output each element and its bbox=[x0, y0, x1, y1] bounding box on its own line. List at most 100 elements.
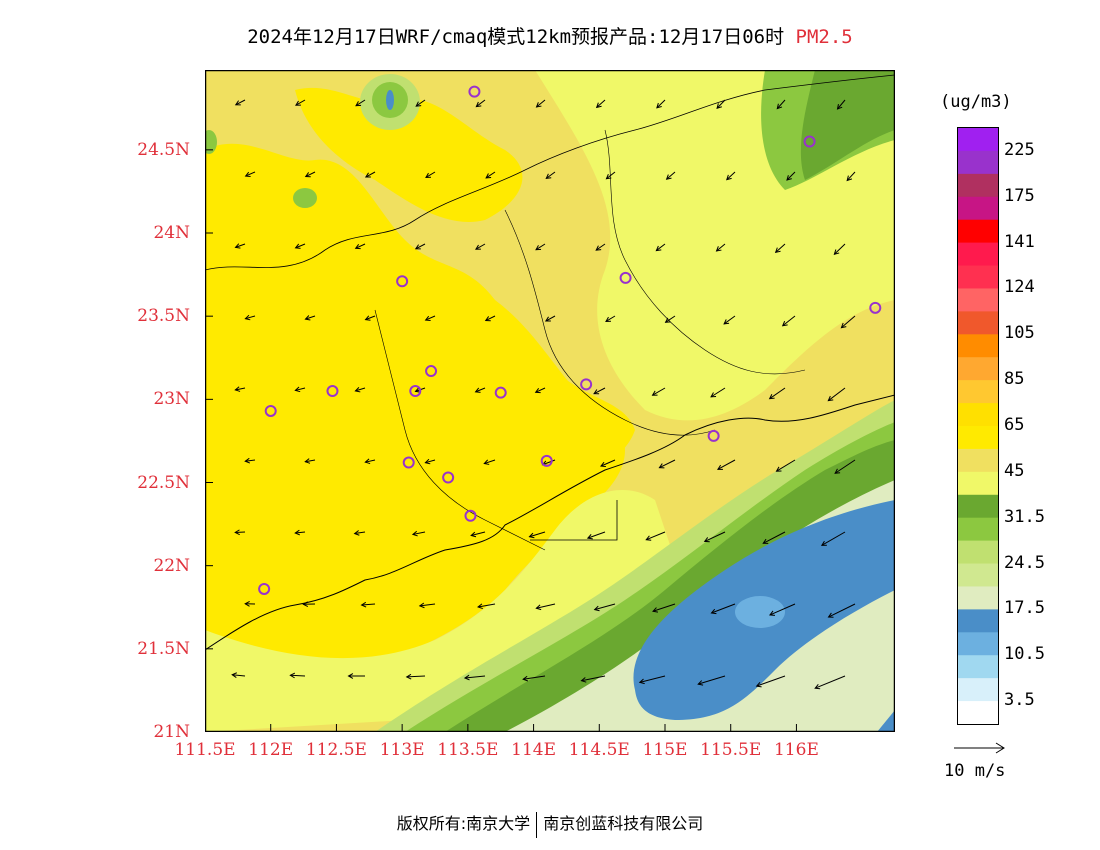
wind-arrow bbox=[781, 315, 796, 327]
legend-swatch bbox=[958, 609, 998, 633]
district-boundary-3 bbox=[604, 129, 806, 375]
legend-swatch bbox=[958, 517, 998, 542]
legend-swatch bbox=[958, 426, 998, 450]
pm25-map bbox=[204, 69, 896, 733]
legend-unit: (ug/m3) bbox=[940, 92, 1012, 112]
wind-arrow bbox=[302, 601, 316, 608]
wind-arrow bbox=[534, 387, 546, 394]
wind-arrow bbox=[658, 459, 676, 469]
wind-reference-label: 10 m/s bbox=[944, 761, 1006, 781]
wind-arrow bbox=[411, 530, 426, 537]
wind-arrow bbox=[304, 458, 316, 464]
legend-value: 85 bbox=[1004, 369, 1025, 390]
wind-arrow bbox=[470, 531, 486, 538]
wind-arrow bbox=[726, 171, 736, 181]
legend-swatch bbox=[958, 586, 998, 610]
wind-arrow bbox=[418, 602, 436, 609]
station-marker bbox=[468, 85, 481, 98]
wind-arrow bbox=[697, 675, 726, 686]
legend-swatch bbox=[958, 678, 998, 702]
wind-arrow bbox=[234, 243, 246, 249]
lon-label: 115.5E bbox=[700, 740, 762, 760]
wind-arrow bbox=[586, 531, 606, 540]
wind-arrow bbox=[656, 99, 666, 109]
wind-arrow bbox=[593, 603, 616, 612]
city-box bbox=[530, 500, 618, 541]
lat-label: 24N bbox=[153, 223, 190, 243]
wind-arrow bbox=[715, 243, 726, 252]
legend-swatch bbox=[958, 563, 998, 587]
wind-arrow bbox=[762, 531, 786, 544]
station-marker bbox=[464, 509, 477, 522]
legend-swatch bbox=[958, 655, 998, 679]
legend-value: 3.5 bbox=[1004, 690, 1035, 711]
axis-ticks bbox=[205, 149, 797, 732]
station-marker bbox=[258, 582, 271, 595]
district-boundary-2 bbox=[504, 209, 716, 436]
wind-arrow bbox=[294, 529, 306, 536]
wind-arrow bbox=[474, 387, 486, 393]
wind-arrow bbox=[528, 531, 546, 539]
legend-swatch bbox=[958, 403, 998, 427]
wind-arrow bbox=[645, 531, 666, 541]
station-marker bbox=[869, 301, 882, 314]
wind-arrow bbox=[295, 99, 306, 106]
legend-swatch bbox=[958, 334, 998, 358]
legend-swatch bbox=[958, 265, 998, 289]
station-marker bbox=[402, 456, 415, 469]
wind-arrow bbox=[354, 386, 366, 393]
legend-value: 175 bbox=[1004, 185, 1035, 206]
wind-arrow bbox=[405, 673, 426, 680]
field-light-blue bbox=[735, 596, 785, 628]
wind-arrow bbox=[244, 314, 256, 321]
wind-arrow bbox=[638, 675, 666, 685]
wind-arrow bbox=[244, 601, 256, 607]
wind-arrow bbox=[834, 459, 856, 474]
legend-value: 17.5 bbox=[1004, 598, 1045, 619]
wind-arrow bbox=[836, 99, 846, 110]
wind-arrow bbox=[424, 315, 436, 322]
station-markers bbox=[258, 85, 882, 595]
field-sea-corner bbox=[877, 710, 895, 732]
wind-arrow bbox=[535, 99, 546, 108]
wind-arrow bbox=[347, 673, 365, 679]
wind-arrow bbox=[595, 243, 606, 251]
footer-left: 版权所有:南京大学 bbox=[396, 814, 531, 833]
province-boundary bbox=[205, 74, 895, 271]
legend-value: 45 bbox=[1004, 460, 1025, 481]
wind-arrow bbox=[415, 99, 426, 107]
station-marker bbox=[707, 429, 720, 442]
wind-arrow bbox=[463, 674, 486, 681]
wind-arrow bbox=[360, 601, 376, 608]
wind-arrow bbox=[355, 99, 366, 107]
wind-arrow bbox=[477, 603, 496, 610]
wind-arrow bbox=[840, 315, 856, 329]
wind-arrow bbox=[244, 457, 256, 464]
legend-swatch bbox=[958, 242, 998, 267]
wind-arrow bbox=[354, 243, 366, 250]
wind-arrow bbox=[703, 531, 726, 543]
wind-arrow bbox=[425, 171, 436, 179]
wind-arrow bbox=[827, 387, 846, 402]
wind-arrow bbox=[716, 99, 726, 109]
legend-swatch bbox=[958, 701, 998, 725]
legend-swatch bbox=[958, 150, 998, 175]
wind-arrow bbox=[833, 243, 846, 255]
wind-arrow bbox=[475, 243, 486, 250]
wind-arrow bbox=[424, 458, 436, 465]
wind-arrow bbox=[651, 387, 666, 396]
legend-swatch bbox=[958, 540, 998, 565]
station-marker bbox=[619, 271, 632, 284]
wind-arrow bbox=[535, 243, 546, 251]
wind-arrow bbox=[289, 672, 306, 679]
wind-arrow bbox=[364, 458, 376, 465]
blue-blob-1 bbox=[386, 90, 394, 110]
lon-label: 112.5E bbox=[305, 740, 367, 760]
wind-arrow bbox=[652, 603, 676, 613]
legend-value: 141 bbox=[1004, 231, 1035, 252]
wind-arrow bbox=[665, 171, 676, 180]
map-border bbox=[204, 69, 896, 733]
legend-value: 10.5 bbox=[1004, 644, 1045, 665]
lat-label: 22.5N bbox=[137, 472, 190, 493]
station-marker bbox=[425, 365, 438, 378]
